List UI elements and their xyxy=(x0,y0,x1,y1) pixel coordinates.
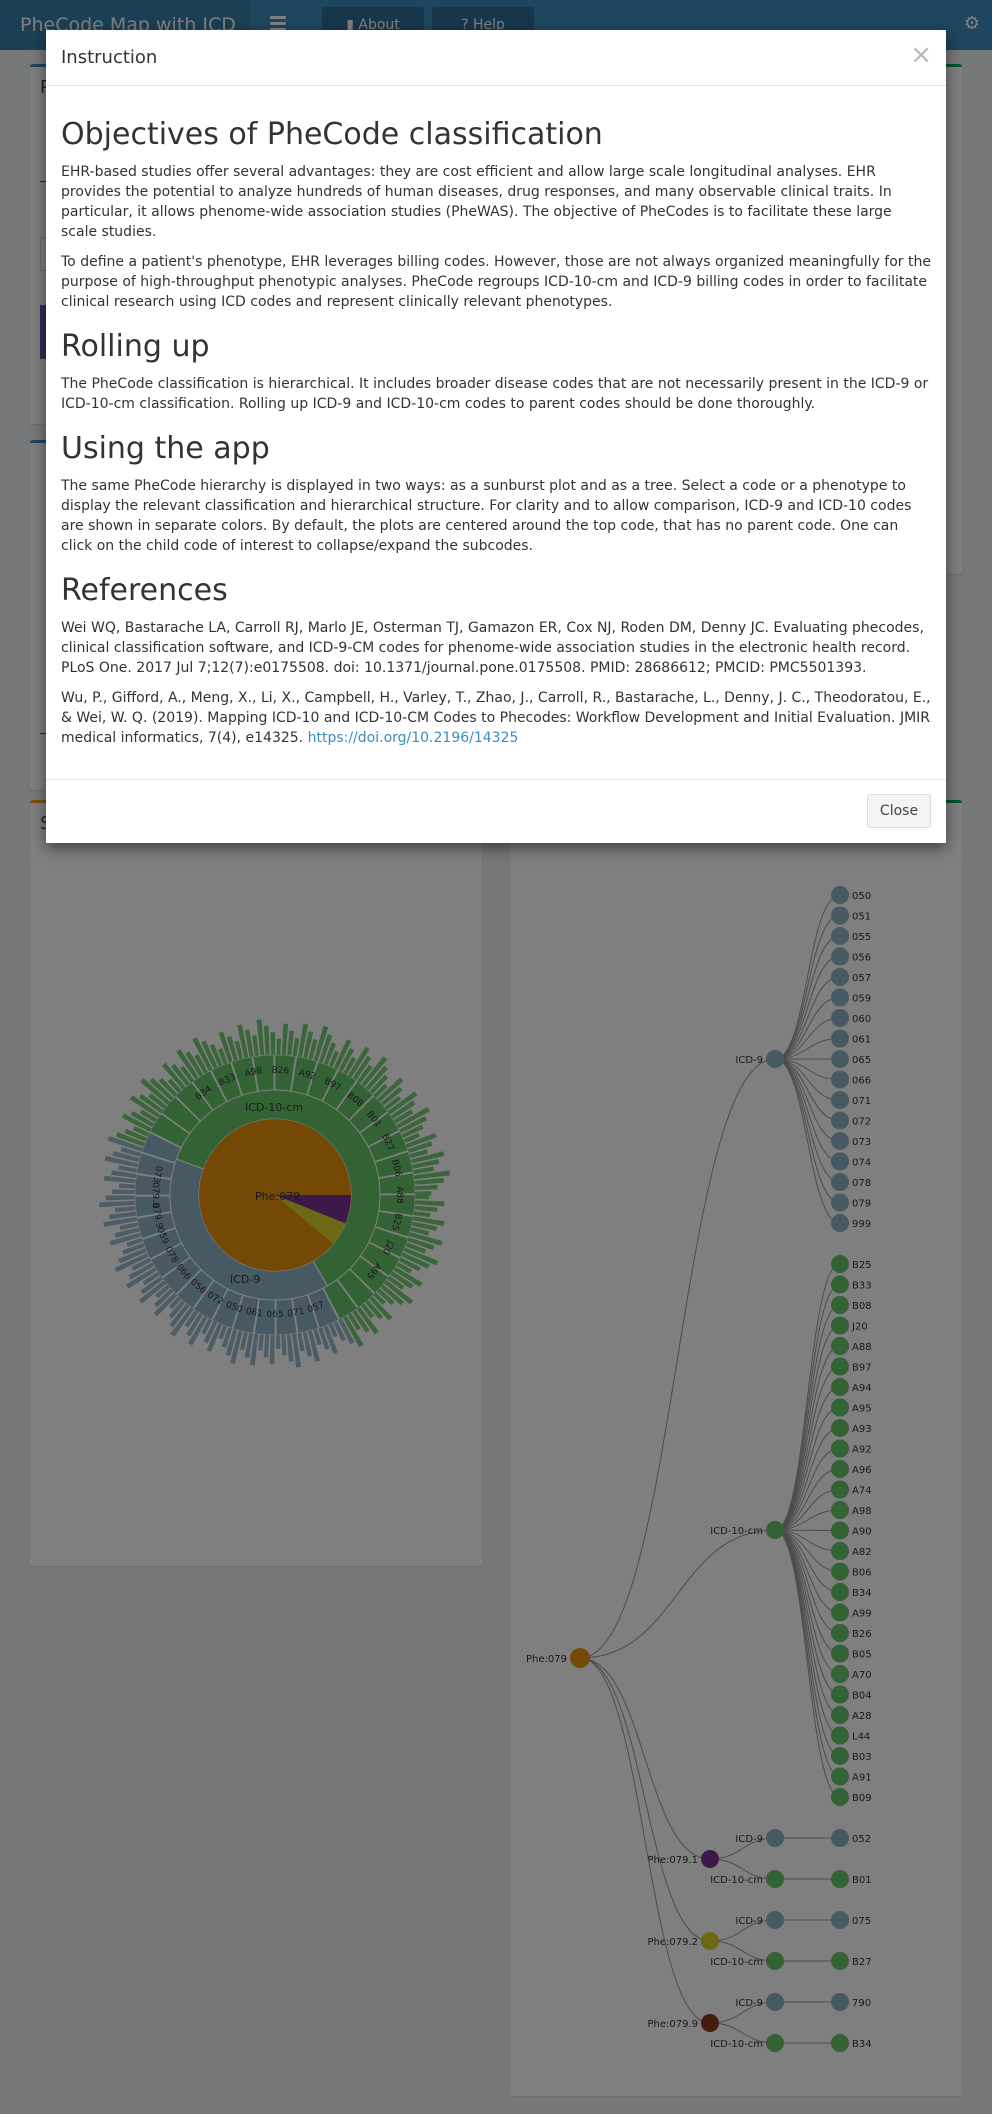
rolling-up-paragraph: The PheCode classification is hierarchic… xyxy=(61,376,929,412)
reference-2-text: Wu, P., Gifford, A., Meng, X., Li, X., C… xyxy=(61,690,931,746)
modal-header: Instruction × xyxy=(46,30,946,86)
modal-title: Instruction xyxy=(61,47,158,68)
section-heading-references: References xyxy=(61,573,228,608)
objectives-paragraph-2: To define a patient's phenotype, EHR lev… xyxy=(61,254,931,310)
instruction-modal: Instruction × Objectives of PheCode clas… xyxy=(46,30,946,843)
close-icon[interactable]: × xyxy=(910,40,932,70)
reference-2: Wu, P., Gifford, A., Meng, X., Li, X., C… xyxy=(61,688,931,748)
modal-body: Objectives of PheCode classification EHR… xyxy=(46,86,946,779)
using-app-paragraph: The same PheCode hierarchy is displayed … xyxy=(61,478,912,554)
reference-1: Wei WQ, Bastarache LA, Carroll RJ, Marlo… xyxy=(61,620,924,676)
modal-footer: Close xyxy=(46,779,946,843)
reference-doi-link[interactable]: https://doi.org/10.2196/14325 xyxy=(307,730,519,746)
section-heading-using-app: Using the app xyxy=(61,431,270,466)
section-heading-rolling-up: Rolling up xyxy=(61,329,210,364)
close-button[interactable]: Close xyxy=(867,794,931,828)
section-heading-objectives: Objectives of PheCode classification xyxy=(61,117,603,152)
objectives-paragraph-1: EHR-based studies offer several advantag… xyxy=(61,164,892,240)
